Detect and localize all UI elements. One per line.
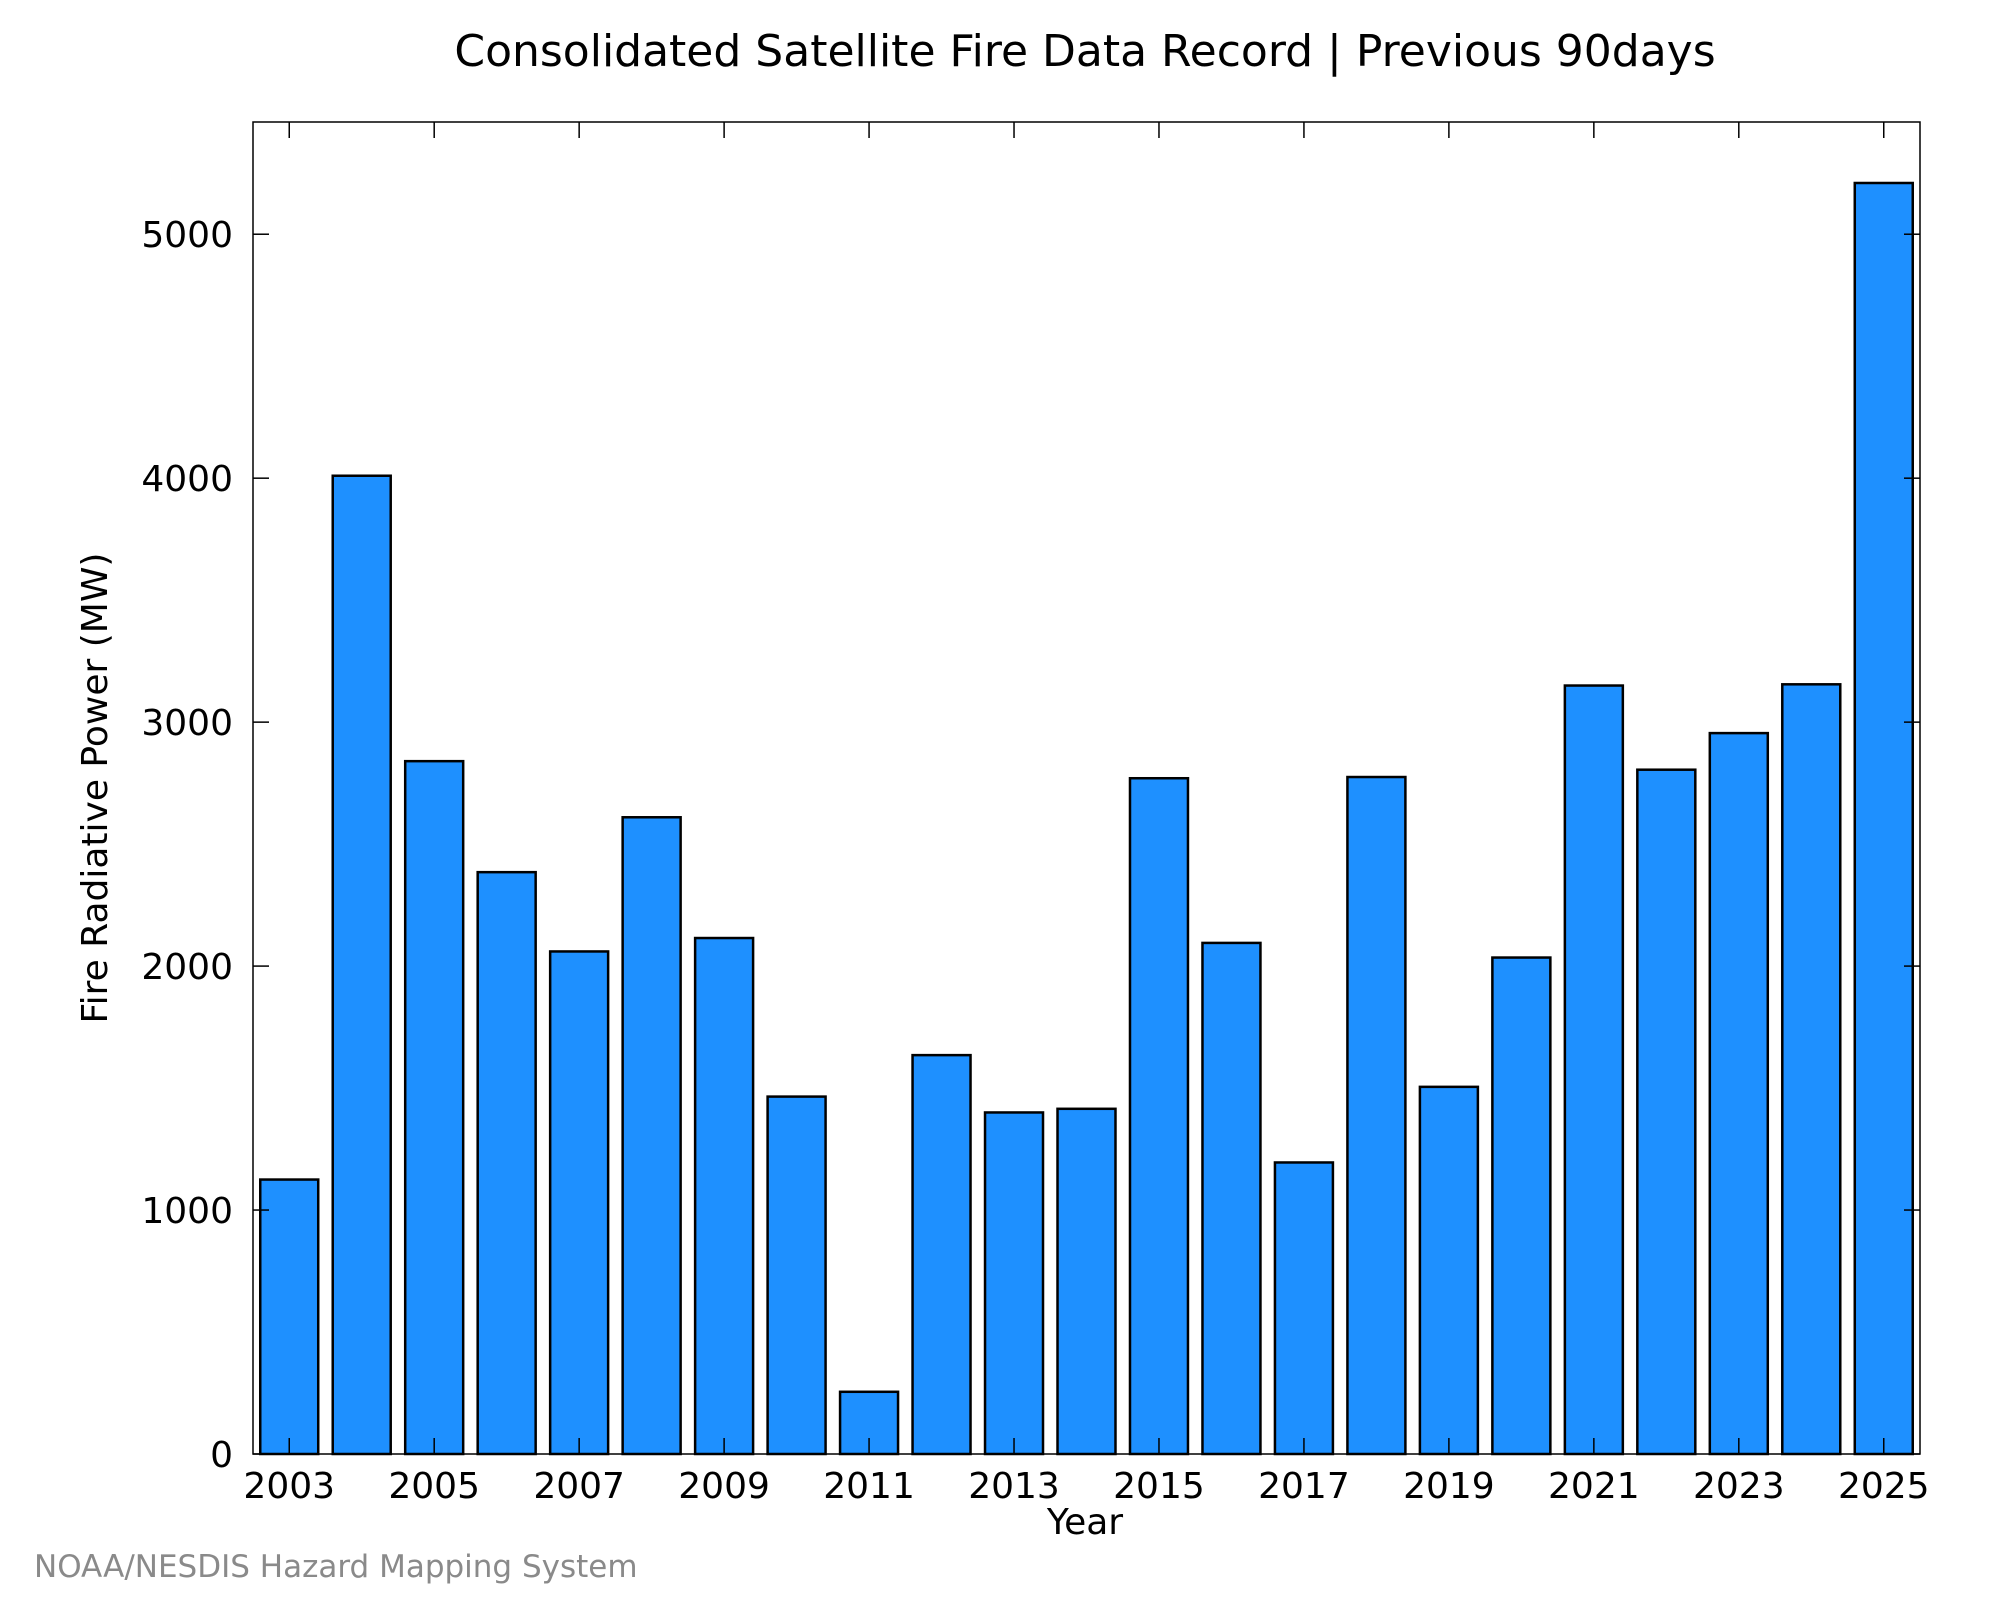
bar-2016: [1201, 941, 1262, 1456]
bar-2005: [403, 759, 465, 1456]
bar-2018: [1346, 775, 1407, 1456]
tick-labels-group: 2003 2005 2007 2009 2011 2013 2015 2017 2019 2021…: [141, 215, 1929, 1507]
bar-2004: [331, 474, 392, 1456]
bar-2015: [1128, 776, 1190, 1456]
y-axis-label: Fire Radiative Power (MW): [75, 553, 116, 1024]
bar-2023: [1708, 731, 1770, 1456]
bar-2013: [983, 1111, 1045, 1456]
x-tick-label: 2003: [243, 1466, 335, 1507]
bar-2006: [476, 870, 537, 1456]
bar-2008: [621, 816, 682, 1456]
bar-2014: [1056, 1107, 1117, 1456]
x-tick-label: 2017: [1258, 1466, 1350, 1507]
y-tick-label: 5000: [141, 215, 233, 256]
x-tick-label: 2015: [1113, 1466, 1205, 1507]
bar-2003: [259, 1178, 320, 1456]
bar-2007: [548, 950, 610, 1456]
y-tick-label: 3000: [141, 703, 233, 744]
x-axis-label: Year: [1046, 1502, 1123, 1543]
y-tick-label: 4000: [141, 459, 233, 500]
x-tick-label: 2005: [388, 1466, 480, 1507]
ticks-group: [253, 122, 1920, 1455]
chart-title: Consolidated Satellite Fire Data Record …: [454, 26, 1715, 77]
x-tick-label: 2021: [1548, 1466, 1640, 1507]
bars-group: [259, 181, 1915, 1456]
bar-2025: [1853, 181, 1915, 1456]
bar-2024: [1781, 683, 1842, 1456]
bar-2020: [1491, 956, 1552, 1456]
source-credit: NOAA/NESDIS Hazard Mapping System: [34, 1549, 638, 1585]
plot-frame: [252, 121, 1921, 1455]
bar-2019: [1418, 1085, 1480, 1456]
x-tick-label: 2009: [678, 1466, 770, 1507]
y-tick-label: 0: [210, 1435, 233, 1476]
x-tick-label: 2019: [1403, 1466, 1495, 1507]
x-tick-label: 2007: [533, 1466, 625, 1507]
x-tick-label: 2011: [823, 1466, 915, 1507]
bar-2009: [693, 936, 755, 1456]
bar-2010: [766, 1095, 827, 1456]
bar-2021: [1563, 684, 1625, 1456]
x-tick-label: 2013: [968, 1466, 1060, 1507]
bar-2012: [911, 1053, 972, 1456]
x-tick-label: 2025: [1838, 1466, 1930, 1507]
y-tick-label: 2000: [141, 947, 233, 988]
x-tick-label: 2023: [1693, 1466, 1785, 1507]
bar-2022: [1636, 768, 1697, 1456]
y-tick-label: 1000: [141, 1191, 233, 1232]
bar-2017: [1273, 1161, 1335, 1456]
